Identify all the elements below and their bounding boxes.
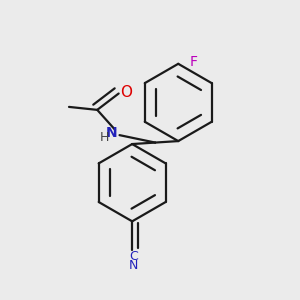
Text: H: H — [99, 131, 109, 144]
Text: N: N — [129, 260, 138, 272]
Text: F: F — [190, 55, 198, 69]
Text: N: N — [105, 126, 117, 140]
Text: C: C — [129, 250, 138, 262]
Text: O: O — [120, 85, 132, 100]
